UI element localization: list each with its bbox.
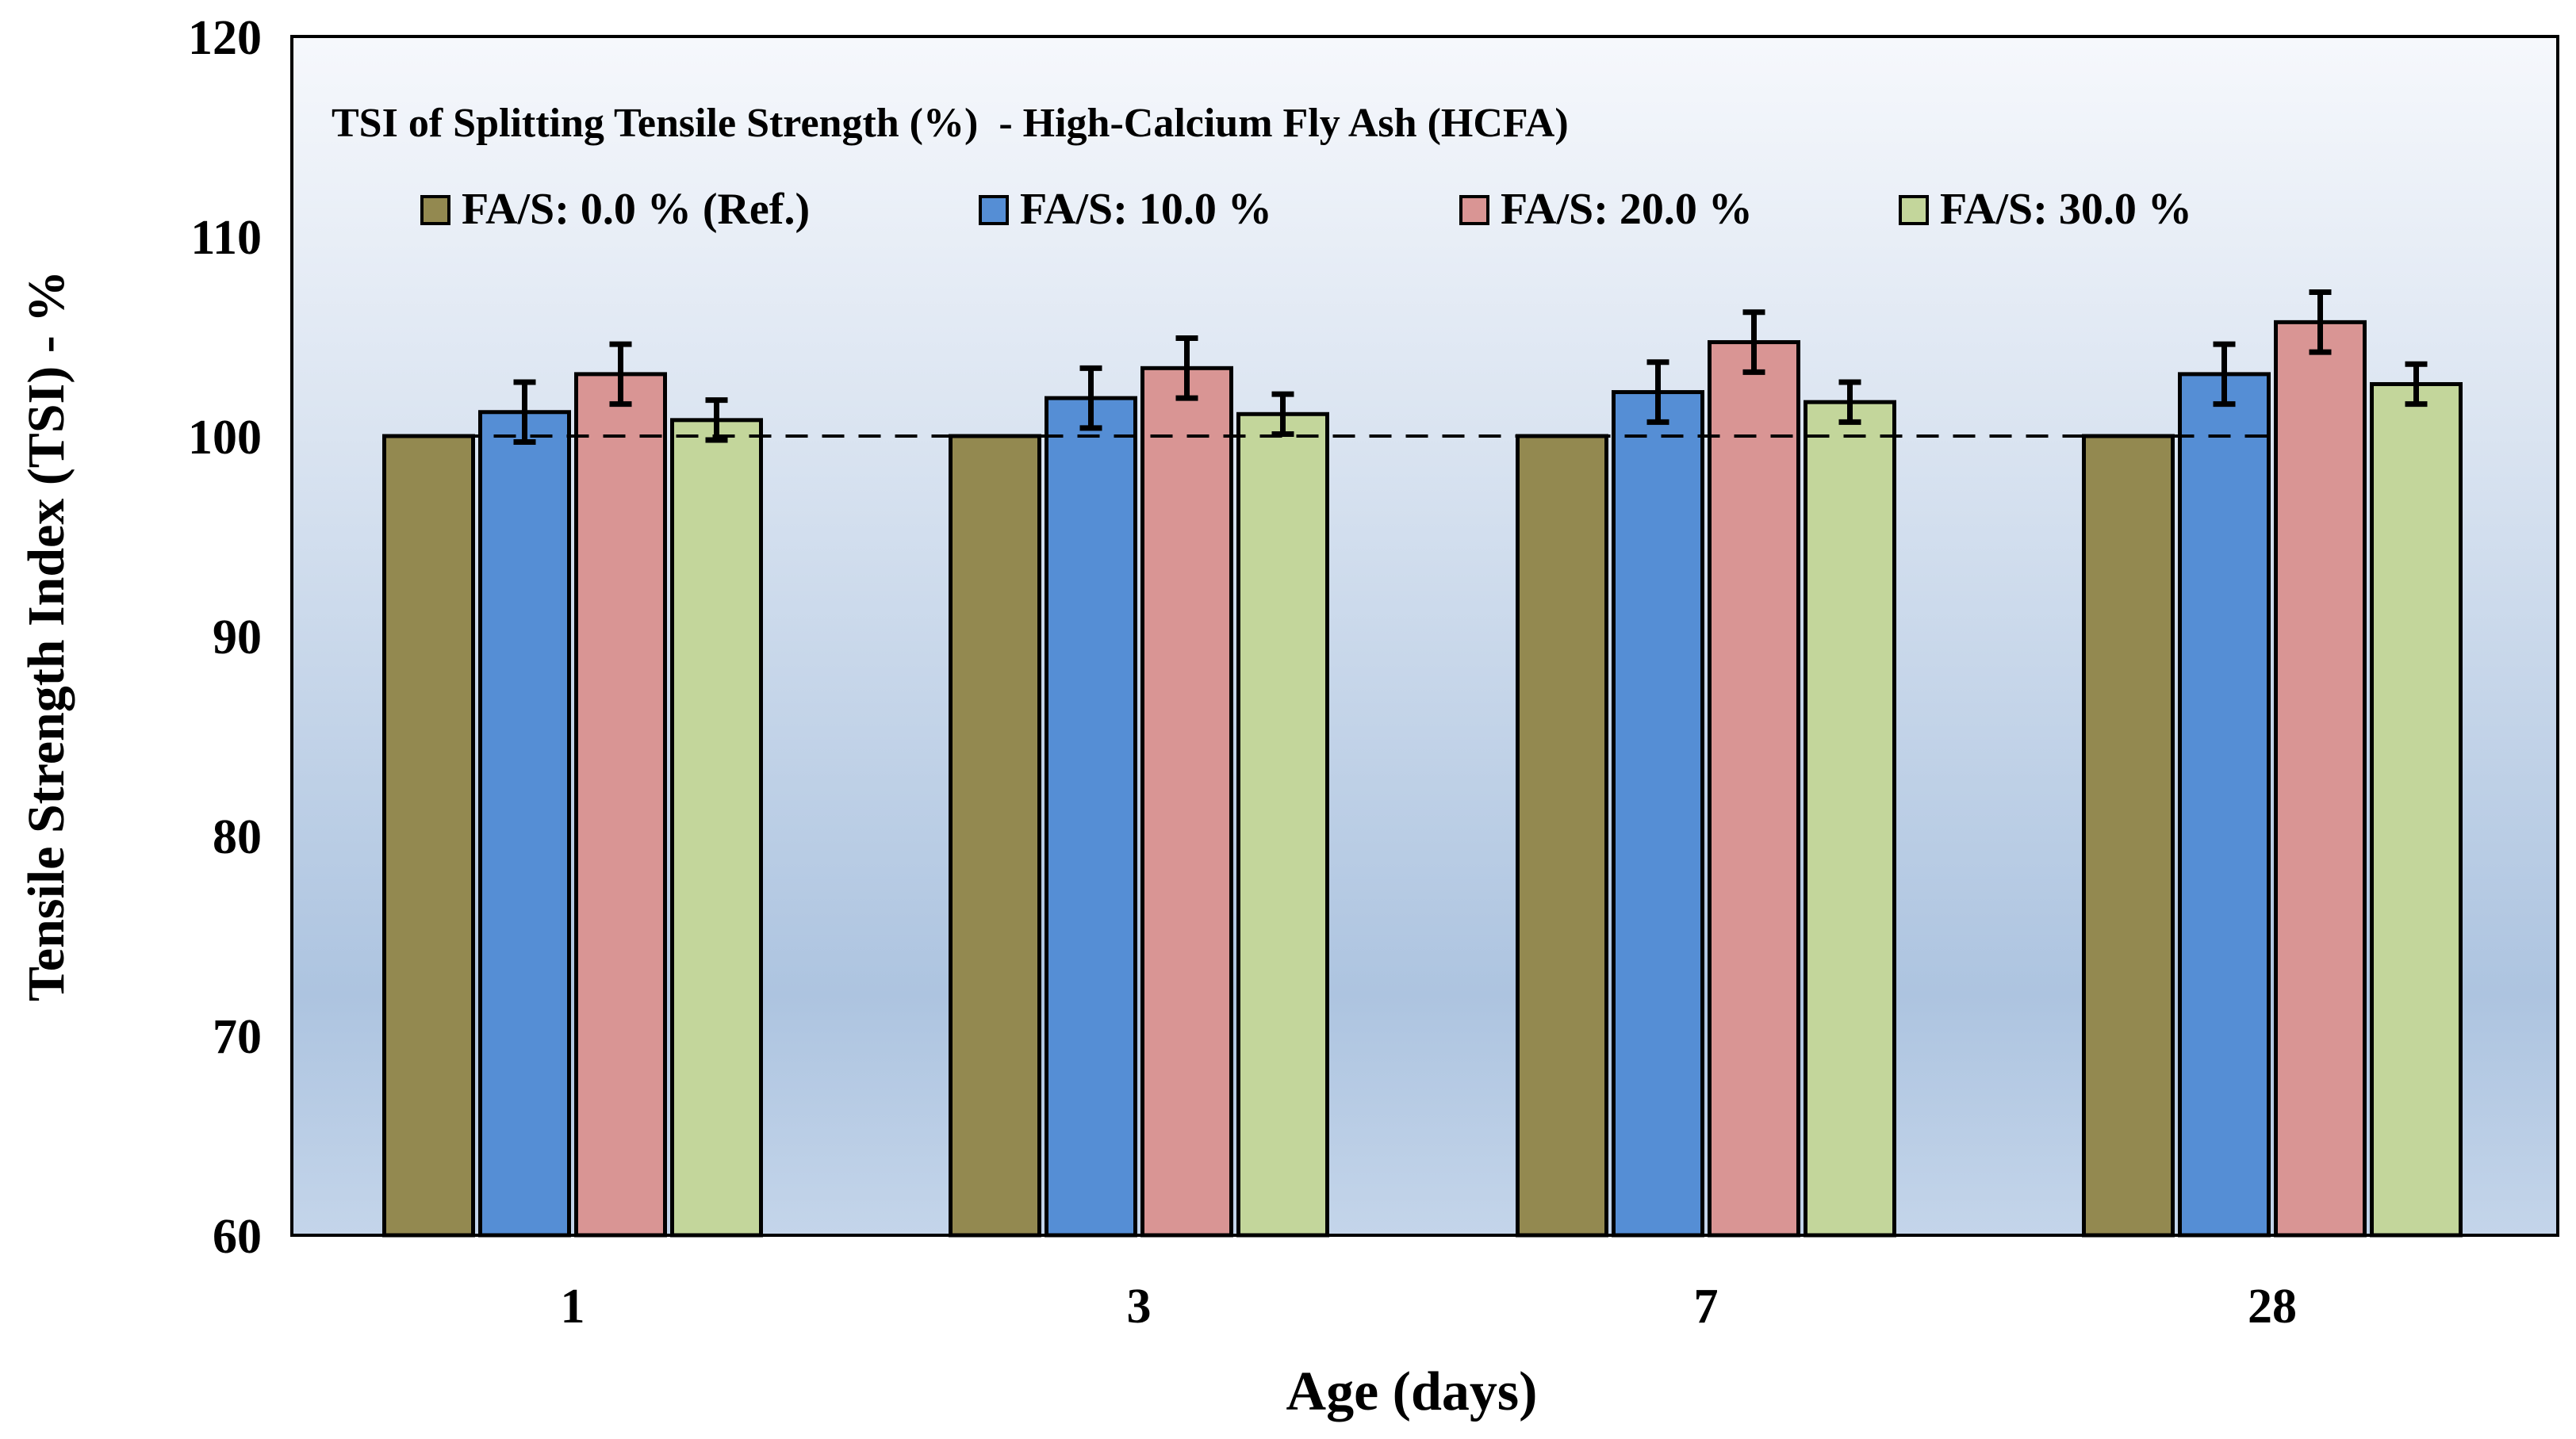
bar [2274,320,2367,1238]
y-tick-label: 60 [213,1210,262,1264]
x-tick-label: 28 [2248,1280,2297,1334]
bar [478,410,571,1238]
legend-label: FA/S: 10.0 % [1020,185,1272,234]
y-tick-label: 70 [213,1010,262,1064]
error-bar [2309,289,2332,355]
legend-swatch [979,195,1009,225]
bar [1804,400,1896,1238]
bar [2178,372,2271,1238]
error-bar [513,379,536,446]
bar [670,418,763,1238]
error-bar [1838,379,1861,425]
bar [2370,381,2463,1238]
y-tick-label: 100 [188,411,262,465]
error-bar [2213,341,2236,408]
bar [1516,434,1608,1238]
error-bar [705,397,728,443]
error-bar [1742,309,1765,375]
bar [949,434,1041,1238]
x-tick-label: 3 [1127,1280,1152,1334]
legend-swatch [420,195,450,225]
x-tick-label: 7 [1694,1280,1719,1334]
y-axis-label: Tensile Strength Index (TSI) - % [17,270,75,1001]
bar [1045,396,1137,1238]
x-tick-label: 1 [561,1280,585,1334]
error-bar [1271,391,1294,437]
bar [574,372,667,1238]
legend-swatch [1899,195,1929,225]
error-bar [1079,365,1102,431]
y-tick-label: 80 [213,810,262,864]
x-axis-label: Age (days) [1286,1361,1538,1422]
legend-label: FA/S: 20.0 % [1501,185,1753,234]
legend-swatch [1459,195,1489,225]
bar [1140,365,1233,1238]
error-bar [609,341,632,408]
bar [2082,434,2175,1238]
error-bar [1175,335,1198,401]
bar [1612,390,1704,1238]
error-bar [2405,361,2428,408]
y-tick-label: 110 [190,211,262,265]
chart-title: TSI of Splitting Tensile Strength (%) - … [332,101,1569,146]
legend-label: FA/S: 0.0 % (Ref.) [462,185,810,234]
error-bar [1646,359,1669,425]
bar [1236,411,1329,1238]
bar [1708,340,1800,1238]
y-tick-label: 90 [213,610,262,664]
bar [382,434,475,1238]
legend-label: FA/S: 30.0 % [1940,185,2192,234]
y-tick-label: 120 [188,11,262,65]
